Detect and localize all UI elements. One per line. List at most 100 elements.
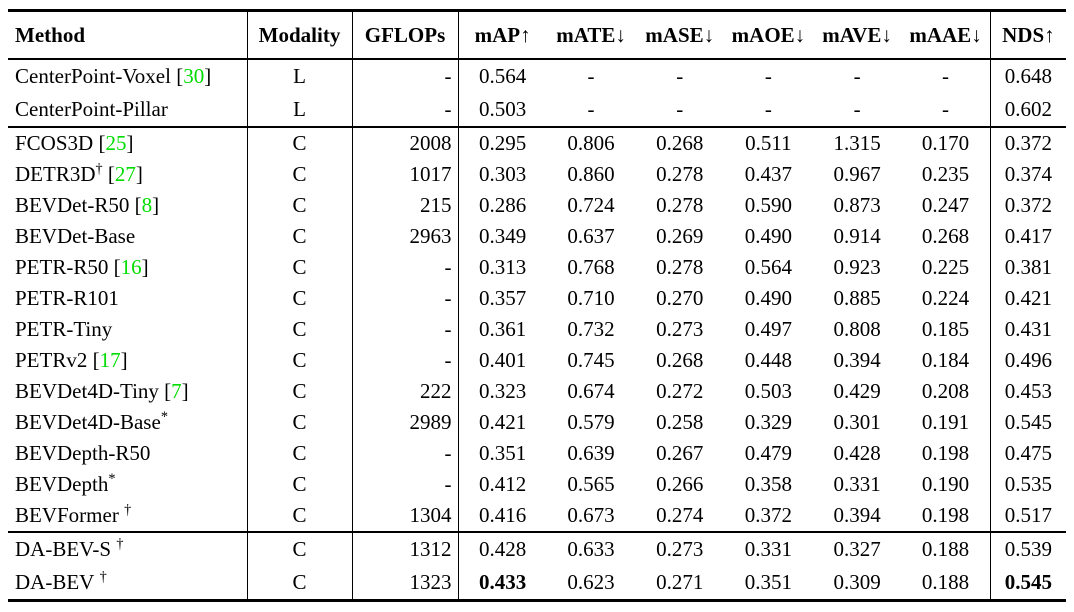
cell-nds: 0.648	[989, 59, 1067, 93]
cell-mate: 0.860	[567, 162, 615, 186]
method-name: BEVDepth	[15, 472, 109, 496]
method-name: DA-BEV	[15, 570, 95, 594]
method-name: PETR-Tiny	[15, 317, 113, 341]
cell-map: 0.313	[478, 255, 527, 279]
cell-nds: 0.535	[989, 469, 1067, 500]
method-name: DA-BEV-S	[15, 537, 112, 561]
cell-mase: 0.270	[656, 286, 704, 310]
col-header-maoe: mAOE↓	[724, 10, 813, 60]
cell-maae: 0.188	[921, 570, 970, 594]
method-name: BEVFormer	[15, 503, 119, 527]
group-camera-methods: FCOS3D [25] C 2008 0.295 0.806 0.268 0.5…	[8, 126, 1067, 532]
table-row: BEVDepth* C - 0.412 0.565 0.266 0.358 0.…	[8, 469, 1067, 500]
method-citation: [17]	[87, 348, 128, 372]
cell-nds: 0.545	[989, 566, 1067, 601]
cell-mase: 0.268	[656, 348, 704, 372]
col-header-method: Method	[8, 10, 248, 60]
cell-nds: 0.372	[989, 126, 1067, 159]
method-cell: PETR-Tiny	[8, 314, 248, 345]
method-name: DETR3D	[15, 162, 96, 186]
col-header-mave: mAVE↓	[812, 10, 902, 60]
cell-mase: 0.266	[656, 472, 704, 496]
modality-cell: C	[247, 314, 353, 345]
cell-maae: 0.224	[921, 286, 970, 310]
cell-nds: 0.517	[989, 500, 1067, 532]
cell-map: 0.421	[478, 410, 527, 434]
cell-mave: 1.315	[812, 126, 902, 159]
cell-mave: 0.301	[833, 410, 881, 434]
method-cell: BEVDepth*	[8, 469, 248, 500]
cell-mate: -	[587, 64, 595, 88]
modality-cell: C	[247, 190, 353, 221]
method-name: BEVDepth-R50	[15, 441, 151, 465]
cell-maoe: 0.497	[744, 317, 793, 341]
gflops-cell: -	[352, 283, 459, 314]
group-dabev-methods: DA-BEV-S † C 1312 0.428 0.633 0.273 0.33…	[8, 531, 1067, 601]
table-row: BEVDet-R50 [8] C 215 0.286 0.724 0.278 0…	[8, 190, 1067, 221]
table-row: PETRv2 [17] C - 0.401 0.745 0.268 0.448 …	[8, 345, 1067, 376]
table-row: PETR-R101 C - 0.357 0.710 0.270 0.490 0.…	[8, 283, 1067, 314]
cell-nds: 0.372	[989, 190, 1067, 221]
modality-cell: C	[247, 376, 353, 407]
gflops-cell: 215	[352, 190, 459, 221]
gflops-cell: 222	[352, 376, 459, 407]
method-cell: PETR-R50 [16]	[8, 252, 248, 283]
cell-mave: -	[853, 97, 861, 121]
method-cell: DA-BEV †	[8, 566, 248, 601]
cell-mase: 0.278	[656, 255, 704, 279]
modality-cell: C	[247, 500, 353, 532]
cell-mave: 0.873	[833, 193, 881, 217]
method-name: BEVDet4D-Tiny	[15, 379, 159, 403]
method-cell: BEVDet-Base	[8, 221, 248, 252]
method-cell: CenterPoint-Voxel [30]	[8, 59, 248, 93]
method-citation: [16]	[108, 255, 149, 279]
modality-cell: C	[247, 469, 353, 500]
cell-mate: 0.565	[567, 472, 615, 496]
cell-map: 0.503	[478, 97, 527, 121]
gflops-cell: -	[352, 345, 459, 376]
cell-maae: 0.185	[921, 317, 970, 341]
cell-maoe: 0.358	[744, 472, 793, 496]
method-name: CenterPoint-Voxel	[15, 64, 171, 88]
cell-nds: 0.431	[989, 314, 1067, 345]
table-row: BEVDet4D-Base* C 2989 0.421 0.579 0.258 …	[8, 407, 1067, 438]
method-superscript: *	[108, 471, 116, 487]
cell-mase: 0.278	[656, 162, 704, 186]
cell-maoe: 0.503	[744, 379, 793, 403]
col-header-mate: mATE↓	[546, 10, 636, 60]
group-lidar-methods: CenterPoint-Voxel [30] L - 0.564 - - - -…	[8, 59, 1067, 127]
cell-nds: 0.381	[989, 252, 1067, 283]
cell-mate: 0.579	[567, 410, 615, 434]
gflops-cell: 1017	[352, 159, 459, 190]
gflops-cell: -	[352, 93, 459, 127]
cell-map: 0.416	[478, 503, 527, 527]
cell-maoe: 0.511	[724, 126, 813, 159]
gflops-cell: 2008	[352, 126, 459, 159]
method-superscript: *	[160, 409, 168, 425]
cell-maoe: 0.564	[744, 255, 793, 279]
cell-maae: 0.188	[901, 531, 991, 566]
method-citation: [7]	[158, 379, 189, 403]
cell-maoe: 0.448	[744, 348, 793, 372]
citation-number: 7	[171, 379, 182, 403]
cell-maoe: 0.372	[744, 503, 793, 527]
gflops-cell: 1312	[352, 531, 459, 566]
method-superscript: †	[116, 536, 124, 552]
method-citation: [8]	[129, 193, 160, 217]
table-row: DA-BEV † C 1323 0.433 0.623 0.271 0.351 …	[8, 566, 1067, 601]
cell-mase: 0.267	[656, 441, 704, 465]
cell-maae: 0.198	[921, 503, 970, 527]
method-cell: BEVDet-R50 [8]	[8, 190, 248, 221]
cell-mate: 0.673	[567, 503, 615, 527]
method-cell: BEVDet4D-Tiny [7]	[8, 376, 248, 407]
gflops-cell: -	[352, 469, 459, 500]
method-name: PETR-R50	[15, 255, 109, 279]
method-superscript: †	[95, 161, 103, 177]
method-cell: DETR3D† [27]	[8, 159, 248, 190]
cell-mave: 0.923	[833, 255, 881, 279]
method-citation: [27]	[102, 162, 143, 186]
cell-maoe: 0.590	[744, 193, 793, 217]
table-row: FCOS3D [25] C 2008 0.295 0.806 0.268 0.5…	[8, 126, 1067, 159]
table-row: BEVDet4D-Tiny [7] C 222 0.323 0.674 0.27…	[8, 376, 1067, 407]
citation-number: 8	[141, 193, 153, 217]
